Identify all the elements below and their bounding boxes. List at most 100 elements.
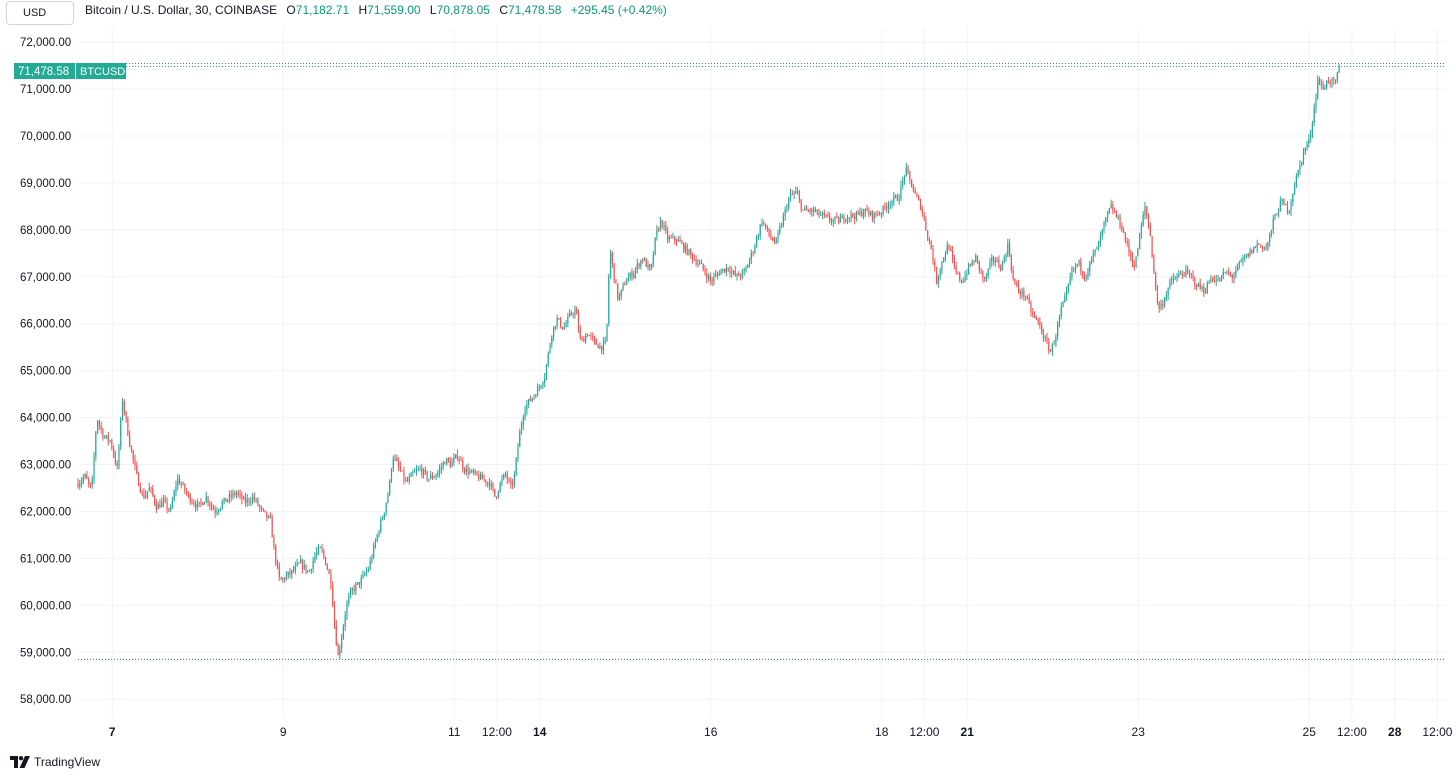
candle-body xyxy=(339,648,341,656)
candle-body xyxy=(1310,133,1312,139)
candle-body xyxy=(868,211,870,215)
candle-body xyxy=(793,193,795,195)
candle-body xyxy=(707,275,710,279)
candle-body xyxy=(581,337,583,339)
candle-body xyxy=(433,476,435,478)
candle-body xyxy=(1228,271,1230,274)
candle-body xyxy=(278,565,280,578)
tradingview-logo[interactable]: TradingView xyxy=(10,753,100,771)
candle-body xyxy=(1078,260,1080,265)
x-tick-label: 25 xyxy=(1303,725,1317,739)
candle-body xyxy=(1019,291,1021,295)
candle-body xyxy=(1147,215,1150,227)
y-tick-label: 69,000.00 xyxy=(20,178,71,190)
candle-body xyxy=(943,258,945,262)
candle-body xyxy=(950,249,952,251)
candle-body xyxy=(467,468,469,474)
candle-body xyxy=(456,454,459,459)
candle-body xyxy=(547,352,549,365)
candle-body xyxy=(836,217,838,219)
time-axis[interactable]: 7 9 11 12:00 14 16 18 12:00 21 23 25 12:00 28 12:00 xyxy=(109,725,1453,739)
candle-body xyxy=(766,227,768,229)
candle-body xyxy=(1213,279,1216,282)
candle-body xyxy=(187,493,190,495)
candle-body xyxy=(401,470,403,472)
candle-body xyxy=(120,418,122,447)
candle-body xyxy=(1122,230,1125,233)
candle-body xyxy=(497,491,499,497)
candle-body xyxy=(1204,292,1207,294)
candle-body xyxy=(175,485,177,492)
candle-body xyxy=(654,237,656,255)
candle-body xyxy=(1229,273,1232,276)
price-axis[interactable]: 58,000.00 59,000.00 60,000.00 61,000.00 62,0… xyxy=(20,37,71,706)
candle-body xyxy=(574,309,576,315)
candle-body xyxy=(77,483,79,488)
candle-body xyxy=(711,280,713,282)
candle-body xyxy=(209,503,211,506)
candle-body xyxy=(647,264,649,267)
candle-body xyxy=(866,208,868,212)
candle-body xyxy=(1272,219,1274,231)
candle-body xyxy=(98,421,100,426)
candle-body xyxy=(1181,273,1183,275)
currency-button[interactable]: USD xyxy=(6,1,74,25)
candle-body xyxy=(1007,243,1009,255)
candle-body xyxy=(80,480,83,484)
candle-body xyxy=(349,590,352,597)
candle-body xyxy=(166,501,168,509)
candle-body xyxy=(996,260,998,263)
candle-body xyxy=(636,263,638,270)
candle-body xyxy=(202,502,204,505)
candle-body xyxy=(611,252,613,264)
candle-body xyxy=(449,461,451,467)
candle-body xyxy=(588,335,590,337)
candle-body xyxy=(1144,206,1146,215)
candle-body xyxy=(830,221,833,223)
candle-body xyxy=(770,234,772,238)
candle-body xyxy=(886,207,888,209)
candle-body xyxy=(1146,206,1148,216)
candle-body xyxy=(994,260,996,263)
candle-body xyxy=(570,312,573,315)
candle-body xyxy=(246,498,248,503)
candle-body xyxy=(951,250,954,259)
candle-body xyxy=(615,280,617,284)
candle-body xyxy=(487,482,489,484)
candle-body xyxy=(198,501,200,504)
candle-body xyxy=(330,573,332,586)
candle-body xyxy=(593,337,596,341)
candle-body xyxy=(332,585,334,606)
close-value: 71,478.58 xyxy=(508,3,562,17)
chart-grid xyxy=(78,28,1446,718)
candle-body xyxy=(291,570,293,575)
candle-body xyxy=(959,273,961,280)
candle-body xyxy=(1082,271,1084,275)
candle-body xyxy=(488,482,491,487)
candle-body xyxy=(1039,321,1041,326)
candle-body xyxy=(923,213,925,220)
low-label: L xyxy=(430,3,437,17)
candle-body xyxy=(919,199,922,210)
candle-body xyxy=(1162,303,1164,306)
candle-body xyxy=(492,483,494,489)
candle-body xyxy=(1188,271,1191,275)
candle-body xyxy=(1306,143,1308,149)
candle-body xyxy=(161,501,163,508)
candle-body xyxy=(1334,80,1337,82)
candle-body xyxy=(795,191,797,194)
candle-body xyxy=(139,485,141,493)
candle-body xyxy=(862,213,865,217)
candle-body xyxy=(818,209,820,216)
candle-body xyxy=(1270,230,1273,235)
candle-body xyxy=(613,263,615,281)
candle-body xyxy=(232,492,234,497)
candle-body xyxy=(1304,148,1306,151)
candle-body xyxy=(257,499,259,506)
candle-body xyxy=(348,596,350,603)
close-label: C xyxy=(499,3,508,17)
candle-body xyxy=(1137,249,1139,257)
candle-body xyxy=(820,214,822,216)
candle-body xyxy=(807,210,809,212)
